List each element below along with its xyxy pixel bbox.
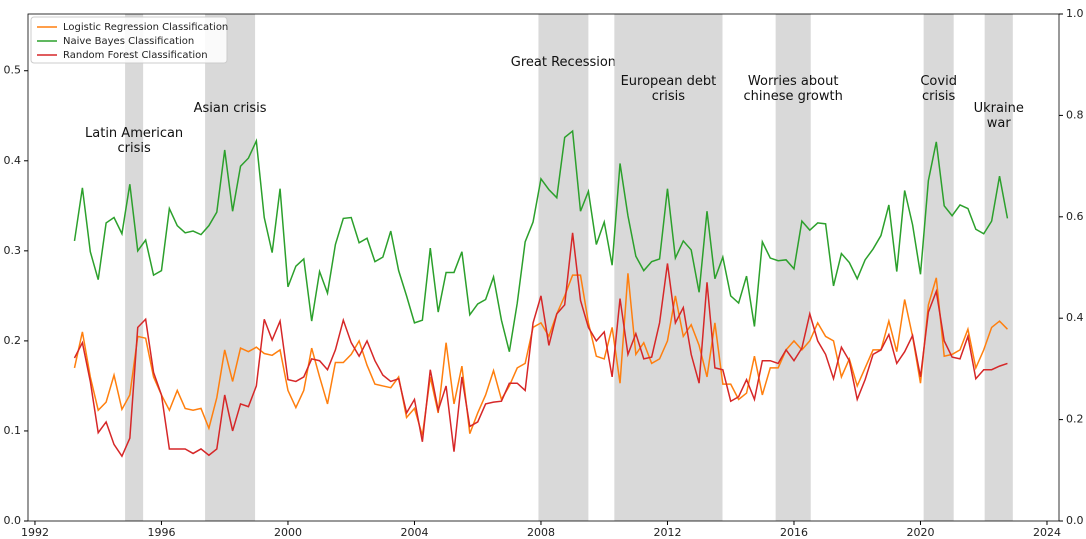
annotation-line: Ukraine [974,101,1024,116]
y2-tick-label: 0.2 [1066,413,1084,426]
series-line [73,129,1009,352]
y2-tick-label: 0.6 [1066,210,1084,223]
y-tick-label: 0.1 [4,424,22,437]
y2-tick-label: 1.0 [1066,7,1084,20]
x-tick-label: 1992 [21,526,49,539]
y2-tick-label: 0.8 [1066,108,1084,121]
x-tick-label: 2012 [653,526,681,539]
y-tick-label: 0.2 [4,334,22,347]
y-tick-label: 0.4 [4,154,22,167]
legend-label: Naive Bayes Classification [63,36,194,47]
x-tick-label: 2024 [1033,526,1061,539]
y2-tick-label: 0.0 [1066,514,1084,527]
annotation-line: Covid [920,74,957,89]
shaded-region [125,14,144,521]
annotation-line: Great Recession [511,55,616,70]
y2-tick-label: 0.4 [1066,311,1084,324]
annotation: Latin American crisis [85,126,183,156]
shaded-region [923,14,954,521]
annotation: European debt crisis [621,74,717,104]
annotation: Asian crisis [194,101,267,116]
x-tick-label: 2008 [527,526,555,539]
plot-frame [27,13,1060,522]
annotation-line: crisis [922,89,955,104]
legend-label: Logistic Regression Classification [63,22,228,33]
x-tick-label: 2020 [906,526,934,539]
series-line [73,273,1008,436]
annotation-line: Worries about [748,74,839,89]
x-tick-label: 2016 [780,526,808,539]
legend-label: Random Forest Classification [63,50,208,61]
shaded-region [538,14,589,521]
annotation-line: crisis [117,141,150,156]
annotation: Great Recession [511,55,616,70]
y-tick-label: 0.5 [4,64,22,77]
series-line [73,232,1008,458]
annotation-line: crisis [652,89,685,104]
shaded-region [205,14,256,521]
y-tick-label: 0.3 [4,244,22,257]
annotation: Ukraine war [974,101,1024,131]
annotation: Covid crisis [920,74,957,104]
annotation-line: war [987,116,1012,131]
x-tick-label: 1996 [147,526,175,539]
annotation-line: chinese growth [743,89,842,104]
y-tick-label: 0.0 [4,514,22,527]
annotation: Worries about chinese growth [743,74,842,104]
shaded-region [984,14,1013,521]
x-tick-label: 2000 [274,526,302,539]
annotation-line: Asian crisis [194,101,267,116]
legend-box [30,16,228,64]
annotation-line: European debt [621,74,717,89]
annotation-line: Latin American [85,126,183,141]
x-tick-label: 2004 [400,526,428,539]
